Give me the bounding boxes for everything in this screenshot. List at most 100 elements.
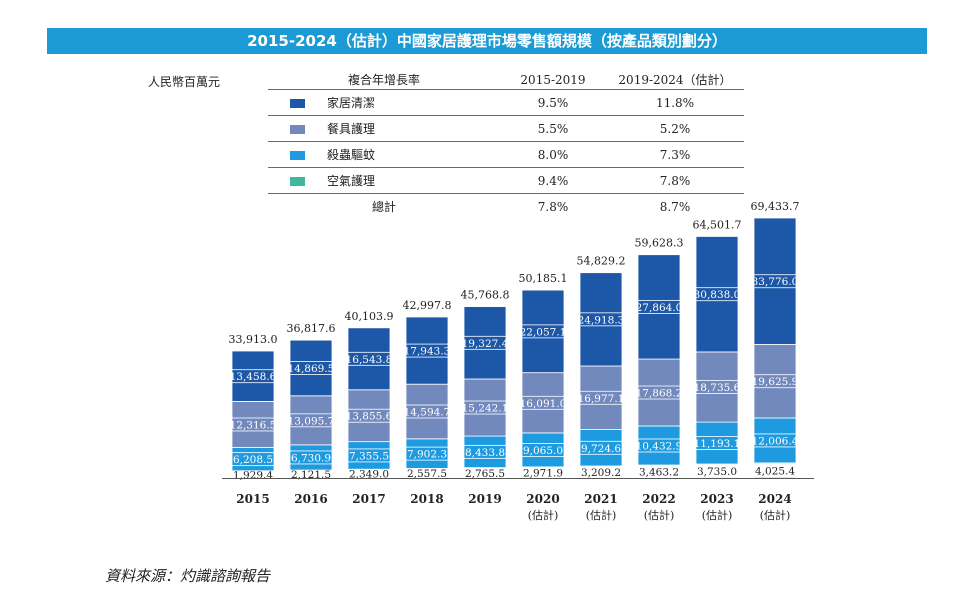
- x-tick-label: 2017: [352, 492, 385, 506]
- bar-segment: [405, 316, 449, 385]
- bar-segment: [521, 289, 565, 374]
- cagr-row: 殺蟲驅蚊 8.0% 7.3%: [268, 141, 744, 168]
- data-label: 14,594.7: [404, 407, 451, 419]
- data-label: 2,557.5: [407, 468, 447, 480]
- bar-segment: [289, 444, 333, 471]
- data-label: 12,006.4: [752, 435, 799, 447]
- data-label: 9,724.6: [581, 443, 621, 455]
- data-label: 3,209.2: [581, 467, 621, 479]
- x-tick-note: (估計): [760, 508, 791, 522]
- total-label: 36,817.6: [287, 322, 336, 335]
- data-label-box: [229, 369, 277, 384]
- cagr-row-label: 餐具護理: [268, 115, 500, 142]
- bar-segment: [347, 441, 391, 470]
- data-label: 13,458.6: [230, 371, 277, 383]
- x-tick-note: (估計): [702, 508, 733, 522]
- data-label: 30,838.0: [694, 289, 741, 301]
- data-label: 6,730.9: [291, 452, 331, 464]
- legend-swatch-household-cleaning: [290, 99, 305, 108]
- data-label-box: [345, 408, 393, 423]
- data-label-box: [519, 395, 567, 410]
- source-note: 資料來源：灼識諮詢報告: [105, 567, 271, 585]
- data-label-box: [693, 287, 741, 302]
- x-tick-label: 2022: [642, 492, 675, 506]
- cagr-row-category: 家居清潔: [327, 96, 376, 110]
- data-label-box: [230, 452, 275, 467]
- data-label-box: [635, 385, 683, 400]
- cagr-total-row: 總計 7.8% 8.7%: [268, 193, 744, 219]
- data-label-box: [751, 274, 799, 289]
- data-label-box: [345, 351, 393, 366]
- cagr-table: 複合年增長率 2015-2019 2019-2024（估計） 家居清潔 9.5%…: [268, 70, 744, 219]
- cagr-row-period1: 9.5%: [500, 89, 606, 116]
- data-label: 16,977.1: [578, 393, 625, 405]
- x-tick-label: 2024: [758, 492, 791, 506]
- x-tick-label: 2021: [584, 492, 617, 506]
- data-label-box: [288, 450, 333, 465]
- bar-segment: [405, 383, 449, 440]
- bar-segment: [231, 350, 275, 402]
- cagr-row-period1: 8.0%: [500, 141, 606, 168]
- data-label: 3,735.0: [697, 466, 737, 478]
- data-label-box: [229, 417, 277, 432]
- bar-segment: [695, 236, 739, 353]
- cagr-row-period2: 11.8%: [606, 89, 744, 116]
- cagr-row-label: 殺蟲驅蚊: [268, 141, 500, 168]
- total-label: 69,433.7: [751, 200, 800, 213]
- data-label: 13,095.7: [288, 415, 335, 427]
- cagr-row-period1: 5.5%: [500, 115, 606, 142]
- data-label-box: [287, 413, 335, 428]
- data-label-box: [753, 463, 798, 478]
- cagr-total-period2: 8.7%: [606, 193, 744, 219]
- data-label: 7,902.3: [407, 449, 447, 461]
- bar-segment: [289, 339, 333, 397]
- data-label: 7,355.5: [349, 450, 389, 462]
- data-label: 13,855.6: [346, 411, 393, 423]
- data-label-box: [462, 444, 507, 459]
- bar-segment: [753, 344, 797, 419]
- data-label-box: [461, 400, 509, 415]
- total-label: 40,103.9: [345, 310, 394, 323]
- cagr-row-period1: 9.4%: [500, 167, 606, 194]
- total-label: 33,913.0: [229, 333, 278, 346]
- total-label: 45,768.8: [461, 289, 510, 302]
- data-label-box: [404, 446, 449, 461]
- bar-segment: [695, 351, 739, 423]
- chart-title: 2015-2024（估計）中國家居護理市場零售額規模（按產品類別劃分）: [47, 28, 927, 54]
- x-tick-note: (估計): [586, 508, 617, 522]
- legend-swatch-insect-repellent: [290, 151, 305, 160]
- data-label-box: [519, 324, 567, 339]
- bar-segment: [463, 378, 507, 437]
- bar-segment: [463, 306, 507, 380]
- data-label-box: [403, 343, 451, 358]
- unit-label: 人民幣百萬元: [148, 75, 221, 89]
- data-label: 11,193.1: [694, 438, 741, 450]
- bar-segment: [579, 429, 623, 467]
- stacked-bar-chart: 1,929.4 6,208.5 12,316.5 13,458.6 33,913.0 20…: [222, 200, 814, 522]
- data-label: 19,327.4: [462, 338, 509, 350]
- cagr-total-period1: 7.8%: [500, 193, 606, 219]
- total-label: 42,997.8: [403, 299, 452, 312]
- cagr-row-period2: 7.3%: [606, 141, 744, 168]
- total-label: 59,628.3: [635, 237, 684, 250]
- bar-segment: [521, 372, 565, 434]
- cagr-header-period1: 2015-2019: [520, 72, 586, 87]
- data-label: 8,433.8: [465, 447, 505, 459]
- total-label: 54,829.2: [577, 255, 626, 268]
- cagr-row-label: 家居清潔: [268, 89, 500, 116]
- data-label-box: [693, 380, 741, 394]
- bar-segment: [521, 432, 565, 468]
- data-label-box: [579, 440, 624, 455]
- total-label: 50,185.1: [519, 272, 568, 285]
- cagr-row-label: 空氣護理: [268, 167, 500, 194]
- data-label: 1,929.4: [233, 469, 273, 481]
- bar-segment: [753, 217, 797, 345]
- cagr-row: 空氣護理 9.4% 7.8%: [268, 167, 744, 194]
- data-label: 33,776.0: [752, 276, 799, 288]
- data-label: 2,765.5: [465, 468, 505, 480]
- cagr-row-category: 殺蟲驅蚊: [327, 148, 376, 162]
- data-label-box: [577, 390, 625, 405]
- cagr-header-period2: 2019-2024（估計）: [618, 73, 732, 87]
- data-label: 17,943.3: [404, 346, 451, 358]
- data-label: 24,918.3: [578, 314, 625, 326]
